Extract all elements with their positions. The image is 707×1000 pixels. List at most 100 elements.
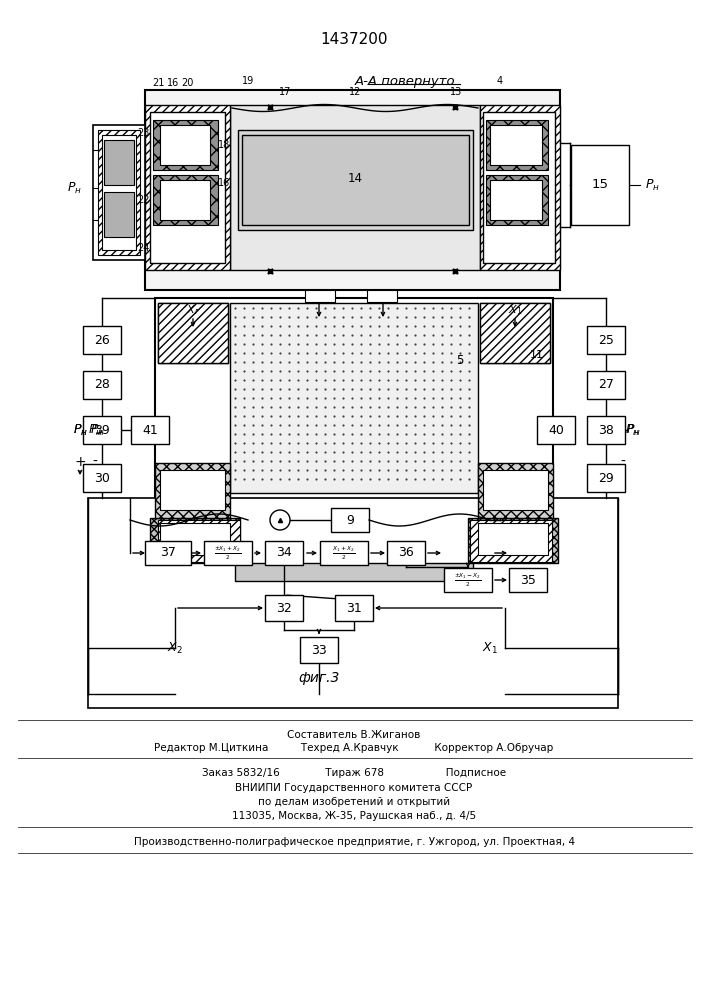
- Text: 5: 5: [456, 354, 464, 366]
- Text: Заказ 5832/16              Тираж 678                   Подписное: Заказ 5832/16 Тираж 678 Подписное: [202, 768, 506, 778]
- Text: 9: 9: [346, 514, 354, 526]
- Text: $P_н$: $P_н$: [88, 422, 103, 438]
- Bar: [230, 303, 478, 493]
- Text: 12: 12: [349, 87, 361, 97]
- Bar: [153, 120, 218, 170]
- Bar: [160, 523, 230, 555]
- Bar: [444, 568, 492, 592]
- Text: А-А повернуто: А-А повернуто: [355, 75, 455, 88]
- Text: 16: 16: [218, 178, 230, 188]
- Text: 27: 27: [598, 378, 614, 391]
- Bar: [93, 125, 145, 260]
- Text: 35: 35: [520, 574, 536, 586]
- Text: -: -: [621, 455, 626, 469]
- Bar: [145, 541, 191, 565]
- Text: $P_н$: $P_н$: [73, 422, 88, 438]
- Bar: [238, 130, 473, 230]
- Text: $X_г$: $X_г$: [186, 303, 200, 317]
- Bar: [480, 303, 550, 363]
- Text: 25: 25: [598, 334, 614, 347]
- Text: 19: 19: [242, 76, 254, 86]
- Text: 40: 40: [548, 424, 564, 436]
- Text: $X_1$: $X_1$: [482, 640, 498, 656]
- Bar: [160, 180, 210, 220]
- Text: 23: 23: [138, 128, 150, 138]
- Text: 31: 31: [346, 601, 362, 614]
- Bar: [204, 541, 252, 565]
- Text: $P_н$: $P_н$: [90, 422, 105, 438]
- Bar: [367, 290, 397, 302]
- Bar: [509, 568, 547, 592]
- Bar: [300, 637, 338, 663]
- Bar: [131, 416, 169, 444]
- Text: фиг.3: фиг.3: [298, 671, 339, 685]
- Text: 18: 18: [218, 140, 230, 150]
- Bar: [158, 303, 228, 363]
- Bar: [83, 371, 121, 399]
- Text: 39: 39: [94, 424, 110, 436]
- Text: $P_н$: $P_н$: [67, 180, 82, 196]
- Text: 16: 16: [167, 78, 179, 88]
- Text: $P_н$: $P_н$: [645, 177, 660, 193]
- Bar: [478, 463, 553, 518]
- Bar: [160, 470, 225, 510]
- Text: $P_н$: $P_н$: [626, 422, 641, 438]
- Text: $X_2$: $X_2$: [167, 640, 183, 656]
- Bar: [587, 326, 625, 354]
- Bar: [480, 105, 560, 270]
- Bar: [490, 180, 542, 220]
- Bar: [320, 541, 368, 565]
- Bar: [242, 135, 469, 225]
- Bar: [265, 541, 303, 565]
- Text: $X_1$: $X_1$: [508, 303, 522, 317]
- Text: 20: 20: [181, 78, 193, 88]
- Bar: [490, 125, 542, 165]
- Bar: [387, 541, 425, 565]
- Text: 36: 36: [398, 546, 414, 560]
- Bar: [331, 508, 369, 532]
- Bar: [104, 192, 134, 237]
- Text: Производственно-полиграфическое предприятие, г. Ужгород, ул. Проектная, 4: Производственно-полиграфическое предприя…: [134, 837, 575, 847]
- Bar: [102, 135, 136, 250]
- Bar: [480, 303, 550, 363]
- Text: $\frac{\pm X_1+X_2}{2}$: $\frac{\pm X_1+X_2}{2}$: [214, 544, 242, 562]
- Text: 38: 38: [598, 424, 614, 436]
- Bar: [587, 416, 625, 444]
- Text: 26: 26: [94, 334, 110, 347]
- Bar: [153, 175, 218, 225]
- Bar: [265, 595, 303, 621]
- Text: 13: 13: [450, 87, 462, 97]
- Bar: [88, 498, 618, 708]
- Bar: [98, 130, 140, 255]
- Text: 29: 29: [598, 472, 614, 485]
- Bar: [83, 326, 121, 354]
- Text: 14: 14: [348, 172, 363, 184]
- Text: по делам изобретений и открытий: по делам изобретений и открытий: [258, 797, 450, 807]
- Bar: [104, 140, 134, 185]
- Bar: [235, 563, 473, 581]
- Text: 22: 22: [137, 195, 150, 205]
- Text: 21: 21: [152, 78, 164, 88]
- Bar: [230, 105, 480, 270]
- Bar: [486, 120, 548, 170]
- Text: 41: 41: [142, 424, 158, 436]
- Bar: [145, 105, 230, 270]
- Text: $\frac{X_1+X_2}{2}$: $\frac{X_1+X_2}{2}$: [332, 544, 356, 562]
- Bar: [155, 298, 553, 518]
- Text: ВНИИПИ Государственного комитета СССР: ВНИИПИ Государственного комитета СССР: [235, 783, 472, 793]
- Bar: [160, 125, 210, 165]
- Bar: [537, 416, 575, 444]
- Bar: [305, 290, 335, 302]
- Text: Составитель В.Жиганов: Составитель В.Жиганов: [287, 730, 421, 740]
- Bar: [587, 464, 625, 492]
- Text: 113035, Москва, Ж-35, Раушская наб., д. 4/5: 113035, Москва, Ж-35, Раушская наб., д. …: [232, 811, 476, 821]
- Text: 30: 30: [94, 472, 110, 485]
- Bar: [478, 523, 548, 555]
- Bar: [486, 175, 548, 225]
- Bar: [483, 470, 548, 510]
- Bar: [587, 371, 625, 399]
- Bar: [83, 416, 121, 444]
- Bar: [150, 112, 225, 263]
- Bar: [150, 518, 240, 563]
- Text: 34: 34: [276, 546, 292, 560]
